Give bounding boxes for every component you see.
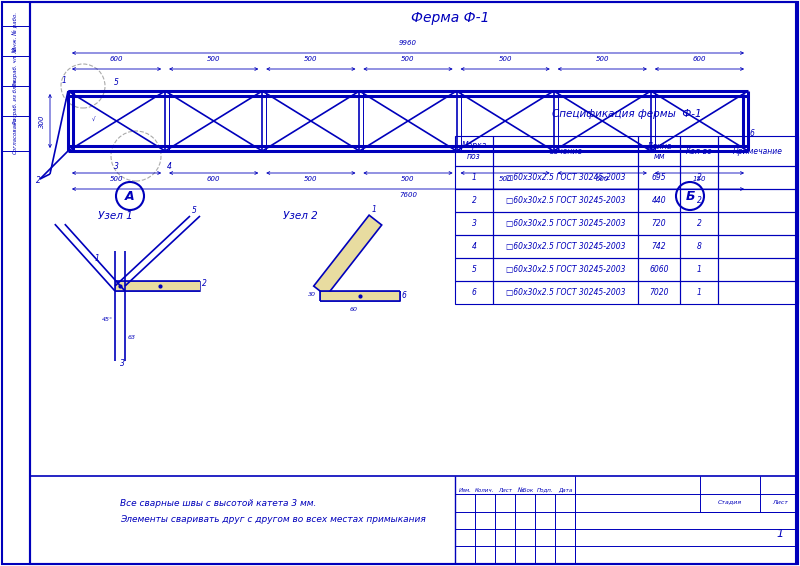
Text: □60x30x2.5 ГОСТ 30245-2003: □60x30x2.5 ГОСТ 30245-2003 (506, 265, 626, 274)
Text: 300: 300 (39, 114, 45, 128)
Text: 500: 500 (207, 56, 221, 62)
Text: 1: 1 (697, 265, 702, 274)
Text: Колич.: Колич. (475, 487, 494, 492)
Text: 695: 695 (652, 173, 666, 182)
Text: 6: 6 (402, 291, 407, 300)
Text: 60: 60 (350, 307, 358, 312)
Text: 500: 500 (304, 176, 318, 182)
Text: □60x30x2.5 ГОСТ 30245-2003: □60x30x2.5 ГОСТ 30245-2003 (506, 288, 626, 297)
Text: 5: 5 (471, 265, 477, 274)
Text: 500: 500 (595, 176, 609, 182)
Text: 440: 440 (652, 196, 666, 205)
Text: 600: 600 (207, 176, 221, 182)
Text: Длина
мм: Длина мм (646, 142, 672, 161)
Text: 500: 500 (595, 56, 609, 62)
Text: Узел 1: Узел 1 (98, 211, 132, 221)
Text: 600: 600 (110, 56, 123, 62)
Text: 6: 6 (471, 288, 477, 297)
Text: Дата: Дата (558, 487, 572, 492)
Text: 1: 1 (777, 529, 783, 539)
Text: 3: 3 (114, 162, 119, 171)
Text: Все сварные швы с высотой катета 3 мм.: Все сварные швы с высотой катета 3 мм. (120, 500, 316, 508)
Text: 500: 500 (110, 176, 123, 182)
Text: 63: 63 (128, 335, 136, 340)
Text: 7020: 7020 (650, 288, 669, 297)
Text: Разраб. из блок.: Разраб. из блок. (13, 78, 18, 125)
Text: 1: 1 (95, 254, 100, 263)
Text: 8: 8 (697, 242, 702, 251)
Text: 742: 742 (652, 242, 666, 251)
Text: 3: 3 (120, 359, 125, 368)
Text: 600: 600 (693, 56, 706, 62)
Text: 1: 1 (697, 288, 702, 297)
Text: 720: 720 (652, 219, 666, 228)
Text: Разраб. чл. №: Разраб. чл. № (12, 46, 18, 85)
Text: Примечание: Примечание (733, 147, 783, 156)
Text: 500: 500 (304, 56, 318, 62)
Text: 9960: 9960 (399, 40, 417, 46)
Text: Спецификация фермы  Ф-1: Спецификация фермы Ф-1 (552, 109, 702, 119)
Text: □60x30x2.5 ГОСТ 30245-2003: □60x30x2.5 ГОСТ 30245-2003 (506, 173, 626, 182)
Text: □60x30x2.5 ГОСТ 30245-2003: □60x30x2.5 ГОСТ 30245-2003 (506, 196, 626, 205)
Text: 1: 1 (372, 205, 377, 214)
Text: 150: 150 (693, 176, 706, 182)
Text: 45°: 45° (102, 317, 113, 322)
Text: Согласовано: Согласовано (13, 118, 18, 155)
Text: А: А (125, 190, 135, 203)
Text: 6060: 6060 (650, 265, 669, 274)
Polygon shape (314, 215, 382, 296)
Text: □60x30x2.5 ГОСТ 30245-2003: □60x30x2.5 ГОСТ 30245-2003 (506, 242, 626, 251)
Text: Кол-во: Кол-во (686, 147, 712, 156)
Text: 500: 500 (498, 176, 512, 182)
Text: №Бок: №Бок (517, 487, 533, 492)
Text: 2: 2 (36, 176, 41, 185)
Text: □60x30x2.5 ГОСТ 30245-2003: □60x30x2.5 ГОСТ 30245-2003 (506, 219, 626, 228)
Text: 30: 30 (308, 292, 316, 297)
Polygon shape (115, 281, 200, 291)
Text: 500: 500 (402, 176, 414, 182)
Text: 2: 2 (202, 279, 207, 288)
Text: Ферма Ф-1: Ферма Ф-1 (410, 11, 490, 25)
Text: Стадия: Стадия (718, 500, 742, 504)
Text: Б: Б (686, 190, 694, 203)
Text: 4: 4 (471, 242, 477, 251)
Text: Сечение: Сечение (549, 147, 582, 156)
Text: Лист: Лист (772, 500, 788, 504)
Text: 2: 2 (697, 196, 702, 205)
Text: 2: 2 (471, 196, 477, 205)
Text: Изм.: Изм. (458, 487, 471, 492)
Text: 1: 1 (61, 76, 66, 85)
Text: 5: 5 (114, 78, 119, 87)
Text: Узел 2: Узел 2 (282, 211, 318, 221)
Text: Лист: Лист (498, 487, 512, 492)
Text: Элементы сваривать друг с другом во всех местах примыкания: Элементы сваривать друг с другом во всех… (120, 516, 426, 525)
Text: 2: 2 (697, 173, 702, 182)
Text: Марка
поз: Марка поз (462, 142, 486, 161)
Text: 1: 1 (471, 173, 477, 182)
Text: 5: 5 (192, 206, 197, 215)
Text: Подп.: Подп. (537, 487, 554, 492)
Text: Инж. № рабо.: Инж. № рабо. (12, 11, 18, 50)
Text: 4: 4 (167, 162, 172, 171)
Text: 6: 6 (750, 129, 755, 138)
Text: 2: 2 (697, 219, 702, 228)
Text: √: √ (92, 117, 96, 122)
Text: 3: 3 (471, 219, 477, 228)
Text: 7600: 7600 (399, 192, 417, 198)
Polygon shape (320, 291, 400, 301)
Text: 500: 500 (402, 56, 414, 62)
Text: 500: 500 (498, 56, 512, 62)
